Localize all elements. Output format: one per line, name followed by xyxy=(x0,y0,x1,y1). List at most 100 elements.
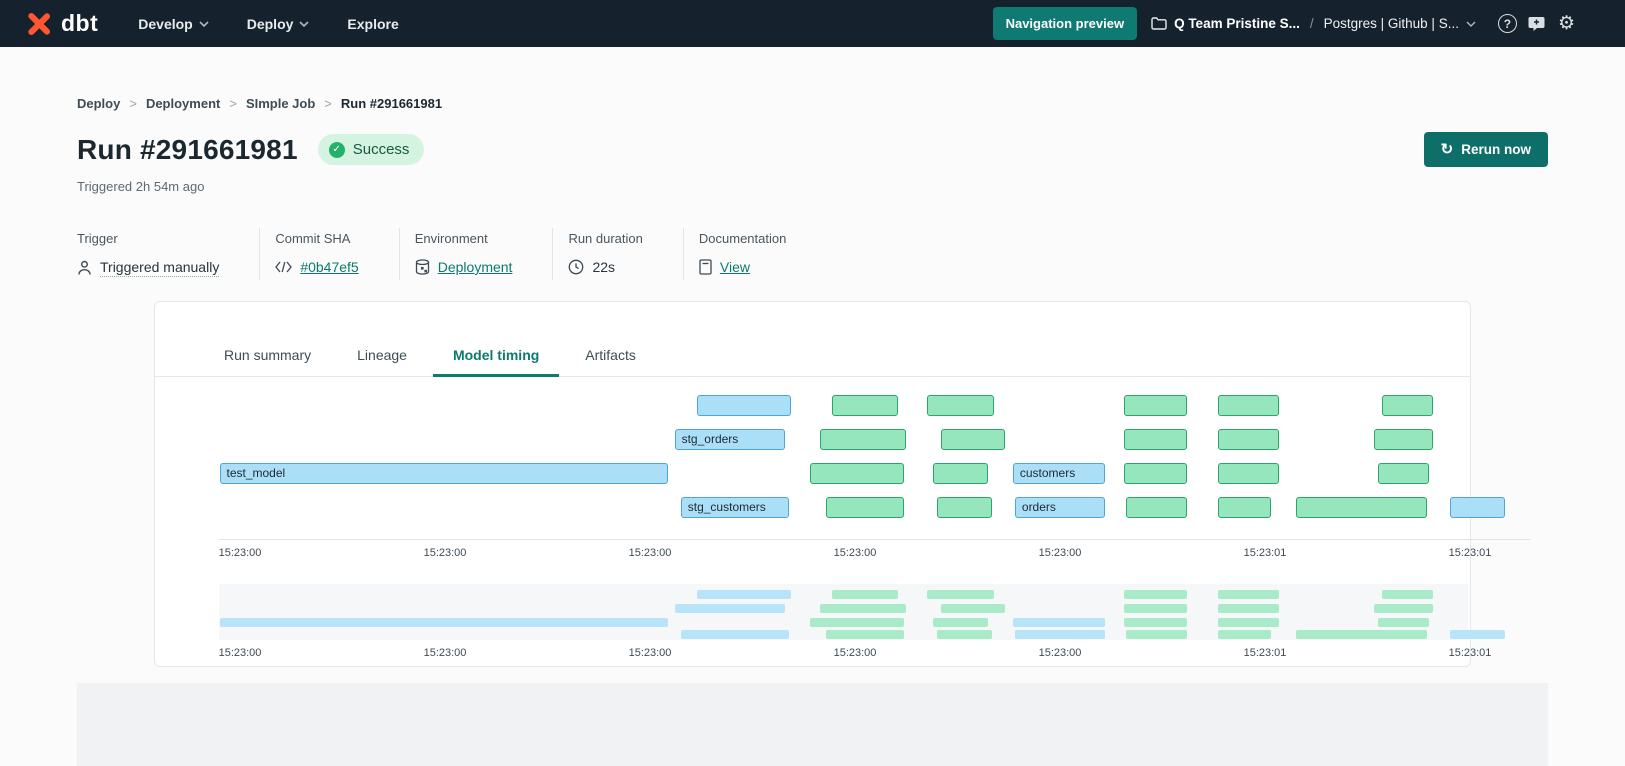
breadcrumb-deploy[interactable]: Deploy xyxy=(77,96,121,111)
minimap-bar[interactable] xyxy=(1449,630,1505,639)
minimap-bar[interactable] xyxy=(1377,618,1429,627)
minimap-bar[interactable] xyxy=(809,618,905,627)
axis-tick-label: 15:23:01 xyxy=(1243,547,1287,559)
minimap-bar[interactable] xyxy=(937,630,993,639)
minimap-bar[interactable] xyxy=(826,630,905,639)
meta-run-duration: Run duration 22s xyxy=(568,228,684,280)
chevron-down-icon xyxy=(199,20,209,27)
gantt-bar[interactable] xyxy=(1217,497,1272,518)
axis-tick-label: 15:23:01 xyxy=(1448,647,1492,659)
axis-tick-label: 15:23:00 xyxy=(423,647,467,659)
run-metadata: Trigger Triggered manually Commit SHA #0… xyxy=(77,228,1548,280)
breadcrumb-job[interactable]: SImple Job xyxy=(245,96,316,111)
gantt-bar[interactable] xyxy=(1123,395,1188,416)
nav-item-deploy[interactable]: Deploy xyxy=(247,16,310,32)
environment-link[interactable]: Deployment xyxy=(437,259,513,275)
axis-tick-label: 15:23:00 xyxy=(833,647,877,659)
gantt-bar[interactable] xyxy=(1373,429,1434,450)
path-separator: / xyxy=(1309,16,1314,31)
gantt-bar[interactable] xyxy=(809,463,905,484)
minimap-bar[interactable] xyxy=(1217,604,1280,613)
help-icon[interactable]: ? xyxy=(1497,14,1517,33)
gantt-bar-stg_orders[interactable]: stg_orders xyxy=(674,429,786,450)
project-name[interactable]: Postgres | Github | S... xyxy=(1323,16,1459,31)
gantt-bar[interactable] xyxy=(826,497,905,518)
axis-tick-label: 15:23:00 xyxy=(1038,647,1082,659)
dbt-logo-icon xyxy=(28,12,51,35)
gantt-bar[interactable] xyxy=(932,463,989,484)
dbt-logo[interactable]: dbt xyxy=(24,9,98,39)
minimap-bar[interactable] xyxy=(941,604,1005,613)
gantt-bar[interactable] xyxy=(1123,429,1188,450)
breadcrumb: Deploy > Deployment > SImple Job > Run #… xyxy=(77,96,443,111)
minimap-bar[interactable] xyxy=(1123,618,1188,627)
minimap-bar[interactable] xyxy=(680,630,790,639)
minimap-bar[interactable] xyxy=(1014,630,1106,639)
minimap-bar[interactable] xyxy=(832,590,899,599)
gantt-bar[interactable] xyxy=(926,395,995,416)
meta-commit-sha: Commit SHA #0b47ef5 xyxy=(275,228,400,280)
tab-model-timing[interactable]: Model timing xyxy=(432,338,560,377)
nav-item-develop[interactable]: Develop xyxy=(138,16,209,32)
gantt-bar[interactable] xyxy=(832,395,899,416)
feedback-icon[interactable] xyxy=(1528,15,1547,33)
tab-artifacts[interactable]: Artifacts xyxy=(585,347,636,363)
documentation-view-link[interactable]: View xyxy=(719,259,750,275)
run-page: Deploy > Deployment > SImple Job > Run #… xyxy=(0,47,1625,766)
minimap-bar[interactable] xyxy=(1381,590,1434,599)
minimap-bar[interactable] xyxy=(1295,630,1427,639)
commit-sha-link[interactable]: #0b47ef5 xyxy=(300,259,359,275)
minimap-bar[interactable] xyxy=(1217,590,1280,599)
gantt-bar[interactable] xyxy=(937,497,993,518)
axis-tick-label: 15:23:00 xyxy=(423,547,467,559)
minimap-bar[interactable] xyxy=(932,618,989,627)
gantt-bar[interactable] xyxy=(1123,463,1188,484)
minimap-bar[interactable] xyxy=(1123,604,1188,613)
minimap-bar[interactable] xyxy=(1123,590,1188,599)
gantt-bar[interactable] xyxy=(1217,463,1280,484)
gantt-bar[interactable] xyxy=(1449,497,1505,518)
navigation-preview-button[interactable]: Navigation preview xyxy=(992,7,1138,40)
gantt-bar[interactable] xyxy=(820,429,907,450)
gantt-bar-stg_customers[interactable]: stg_customers xyxy=(680,497,790,518)
minimap-bar[interactable] xyxy=(1012,618,1106,627)
tab-run-summary[interactable]: Run summary xyxy=(224,347,312,363)
gantt-bar-customers[interactable]: customers xyxy=(1012,463,1106,484)
clock-icon xyxy=(569,259,584,275)
account-name[interactable]: Q Team Pristine S... xyxy=(1174,16,1300,31)
breadcrumb-deployment[interactable]: Deployment xyxy=(145,96,221,111)
chevron-down-icon[interactable] xyxy=(1466,21,1476,27)
minimap-bar[interactable] xyxy=(1125,630,1188,639)
minimap-bar[interactable] xyxy=(219,618,669,627)
gantt-bar[interactable] xyxy=(697,395,792,416)
minimap-bar[interactable] xyxy=(697,590,792,599)
gantt-bar[interactable] xyxy=(1295,497,1427,518)
run-tabs: Run summary Lineage Model timing Artifac… xyxy=(155,338,1470,377)
check-circle-icon: ✓ xyxy=(328,141,345,158)
gantt-bar-test_model[interactable]: test_model xyxy=(219,463,669,484)
gantt-bar[interactable] xyxy=(1217,429,1280,450)
run-detail-card: Run summary Lineage Model timing Artifac… xyxy=(154,301,1530,667)
page-footer-background xyxy=(77,683,1548,766)
minimap-bar[interactable] xyxy=(820,604,907,613)
minimap-bar[interactable] xyxy=(1217,630,1272,639)
tab-lineage[interactable]: Lineage xyxy=(357,347,407,363)
gantt-bar[interactable] xyxy=(1377,463,1429,484)
nav-item-explore[interactable]: Explore xyxy=(347,15,399,32)
gantt-bar[interactable] xyxy=(1125,497,1188,518)
trigger-value[interactable]: Triggered manually xyxy=(100,259,220,277)
minimap-bar[interactable] xyxy=(926,590,995,599)
gantt-bar[interactable] xyxy=(1381,395,1434,416)
minimap-bar[interactable] xyxy=(1373,604,1434,613)
page-title: Run #291661981 xyxy=(77,133,298,165)
chevron-down-icon xyxy=(299,20,309,27)
rerun-now-button[interactable]: ↻ Rerun now xyxy=(1423,132,1548,167)
axis-tick-label: 15:23:00 xyxy=(628,647,672,659)
gantt-bar-orders[interactable]: orders xyxy=(1014,497,1106,518)
gantt-bar[interactable] xyxy=(941,429,1005,450)
x-axis-line xyxy=(219,539,1530,540)
gantt-bar[interactable] xyxy=(1217,395,1280,416)
settings-gear-icon[interactable]: ⚙ xyxy=(1557,13,1575,34)
minimap-bar[interactable] xyxy=(1217,618,1280,627)
minimap-bar[interactable] xyxy=(674,604,786,613)
